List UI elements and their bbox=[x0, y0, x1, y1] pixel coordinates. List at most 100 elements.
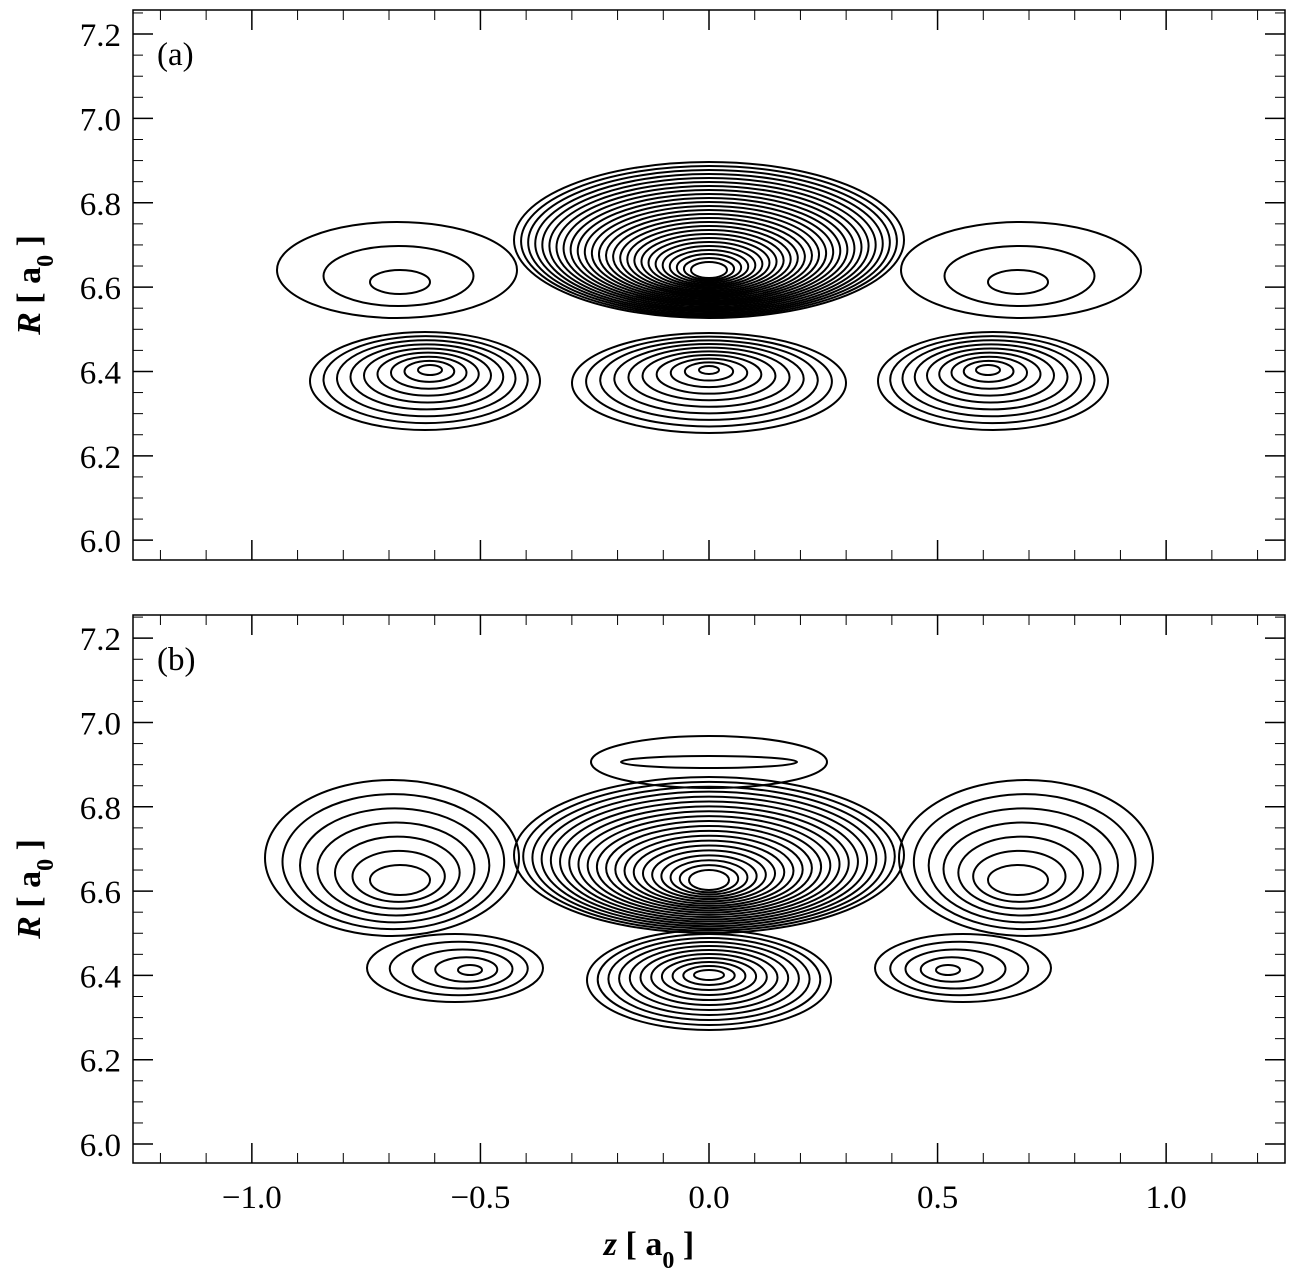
contour-line bbox=[655, 354, 763, 395]
contour-line bbox=[669, 357, 749, 389]
contour-line bbox=[926, 347, 1055, 404]
label-part: 0 bbox=[662, 1248, 674, 1274]
contour-line bbox=[434, 956, 499, 983]
contour-line bbox=[962, 359, 1015, 383]
contour-line bbox=[972, 849, 1067, 903]
label-part: R bbox=[11, 312, 48, 336]
contour-line bbox=[369, 269, 431, 295]
contour-line bbox=[641, 844, 777, 903]
y-tick-label: 7.2 bbox=[80, 622, 121, 658]
contour-line bbox=[562, 189, 856, 308]
contour-line bbox=[650, 953, 768, 1001]
contour-line bbox=[671, 961, 747, 991]
contour-line bbox=[904, 948, 1007, 990]
y-tick-label: 6.6 bbox=[80, 271, 121, 307]
contour-line bbox=[548, 181, 870, 311]
panel-label: (b) bbox=[157, 642, 195, 678]
contour-line bbox=[457, 964, 483, 976]
contour-line bbox=[299, 807, 491, 924]
contour-line bbox=[626, 225, 792, 294]
label-part: [ a bbox=[11, 871, 48, 916]
contour-line bbox=[520, 165, 898, 318]
y-tick-label: 6.2 bbox=[80, 440, 121, 476]
contour-line bbox=[403, 359, 456, 383]
contour-line bbox=[898, 779, 1154, 937]
panel-label: (a) bbox=[157, 37, 194, 73]
y-tick-label: 6.0 bbox=[80, 1128, 121, 1164]
y-tick-label: 6.8 bbox=[80, 187, 121, 223]
contour-line bbox=[661, 245, 757, 286]
contour-line bbox=[620, 755, 798, 769]
y-tick-label: 6.0 bbox=[80, 524, 121, 560]
y-tick-label: 6.4 bbox=[80, 959, 121, 995]
contour-line bbox=[417, 364, 443, 376]
contour-line bbox=[309, 331, 541, 431]
label-part: ] bbox=[674, 1226, 694, 1263]
label-part: 0 bbox=[33, 859, 59, 871]
label-part: z bbox=[603, 1226, 618, 1263]
contour-line bbox=[639, 949, 779, 1006]
contour-line bbox=[647, 236, 771, 289]
contour-line bbox=[651, 849, 767, 901]
contour-line bbox=[683, 361, 735, 382]
y-tick-label: 6.8 bbox=[80, 791, 121, 827]
contour-line bbox=[549, 795, 869, 925]
contour-line bbox=[943, 245, 1096, 307]
contour-line bbox=[369, 864, 431, 896]
contour-line bbox=[540, 790, 878, 928]
contour-line bbox=[678, 864, 740, 894]
contour-line bbox=[388, 940, 529, 997]
contour-plot bbox=[264, 735, 1154, 1031]
contour-line bbox=[698, 365, 720, 375]
contour-line bbox=[605, 213, 813, 299]
contour-line bbox=[363, 347, 492, 404]
contour-line bbox=[555, 185, 863, 310]
contour-line bbox=[628, 945, 790, 1011]
contour-line bbox=[559, 800, 859, 923]
contour-line bbox=[660, 854, 758, 898]
x-tick-label: −1.0 bbox=[222, 1180, 282, 1216]
contour-line bbox=[632, 839, 786, 905]
contour-line bbox=[950, 355, 1028, 390]
contour-line bbox=[597, 209, 821, 300]
contour-line bbox=[668, 249, 750, 284]
contour-line bbox=[531, 785, 887, 930]
y-tick-label: 6.2 bbox=[80, 1044, 121, 1080]
contour-line bbox=[322, 335, 529, 425]
contour-line bbox=[351, 849, 446, 903]
y-tick-label: 7.0 bbox=[80, 102, 121, 138]
contour-line bbox=[513, 161, 905, 319]
axis-label: R [ a0 ] bbox=[11, 839, 59, 940]
contour-line bbox=[623, 834, 795, 907]
contour-line bbox=[390, 355, 468, 390]
contour-line bbox=[618, 941, 800, 1016]
contour-line bbox=[568, 805, 850, 921]
contour-line bbox=[596, 933, 822, 1026]
label-part: R bbox=[11, 916, 48, 940]
contour-line bbox=[569, 193, 849, 307]
contour-line bbox=[376, 351, 480, 397]
contour-line bbox=[877, 331, 1109, 431]
contour-line bbox=[264, 779, 520, 937]
contour-line bbox=[599, 339, 819, 421]
contour-line bbox=[901, 339, 1082, 418]
contour-line bbox=[889, 335, 1096, 425]
contour-line bbox=[957, 835, 1085, 910]
contour-line bbox=[527, 169, 891, 316]
contour-line bbox=[919, 956, 984, 983]
contour-line bbox=[614, 829, 804, 910]
x-tick-label: 1.0 bbox=[1146, 1180, 1187, 1216]
x-tick-label: 0.5 bbox=[917, 1180, 958, 1216]
contour-line bbox=[612, 216, 806, 297]
contour-line bbox=[349, 343, 505, 411]
label-part: 0 bbox=[33, 255, 59, 267]
contour-line bbox=[607, 937, 811, 1021]
contour-line bbox=[366, 933, 544, 1003]
y-tick-label: 7.0 bbox=[80, 706, 121, 742]
contour-line bbox=[576, 197, 842, 305]
contour-line bbox=[640, 233, 778, 291]
contour-line bbox=[322, 245, 475, 307]
contour-line bbox=[682, 965, 736, 986]
contour-line bbox=[682, 257, 736, 281]
label-part: [ a bbox=[11, 267, 48, 312]
